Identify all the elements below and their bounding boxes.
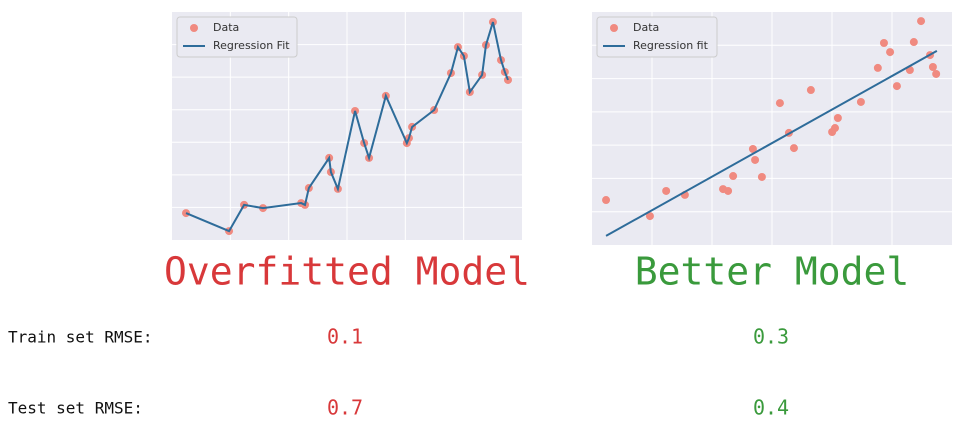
- fit-line: [185, 21, 509, 233]
- data-point: [748, 145, 757, 154]
- row-label: Train set RMSE:: [8, 328, 153, 347]
- data-point: [751, 155, 760, 164]
- rmse-value: 0.1: [327, 325, 363, 349]
- data-point: [879, 38, 888, 47]
- data-point: [602, 196, 611, 205]
- data-point: [831, 124, 839, 133]
- data-point: [873, 63, 882, 72]
- legend-box: [176, 16, 298, 58]
- data-point: [833, 114, 842, 123]
- legend-label: Data: [633, 21, 659, 34]
- data-point: [856, 97, 865, 106]
- data-point: [806, 86, 815, 95]
- data-point: [775, 99, 784, 108]
- chart-caption: Overfitted Model: [164, 250, 530, 294]
- data-point: [757, 172, 766, 181]
- data-point: [724, 186, 733, 195]
- fit-line: [605, 50, 938, 237]
- row-label: Test set RMSE:: [8, 399, 143, 418]
- rmse-value: 0.4: [753, 396, 789, 420]
- data-point: [645, 212, 654, 221]
- rmse-value: 0.3: [753, 325, 789, 349]
- legend-swatch: [610, 24, 618, 32]
- data-point: [917, 17, 926, 26]
- data-point: [928, 62, 937, 71]
- data-point: [662, 186, 671, 195]
- data-point: [909, 38, 918, 47]
- chart-caption: Better Model: [635, 250, 910, 294]
- rmse-value: 0.7: [327, 396, 363, 420]
- legend-label: Data: [213, 21, 239, 34]
- legend-label: Regression Fit: [213, 39, 290, 52]
- legend-label: Regression fit: [633, 39, 709, 52]
- legend-swatch: [190, 24, 198, 32]
- data-point: [932, 69, 941, 78]
- data-point: [789, 144, 798, 153]
- legend-box: [596, 16, 718, 58]
- data-point: [886, 48, 895, 57]
- data-point: [892, 82, 901, 91]
- data-point: [729, 172, 738, 181]
